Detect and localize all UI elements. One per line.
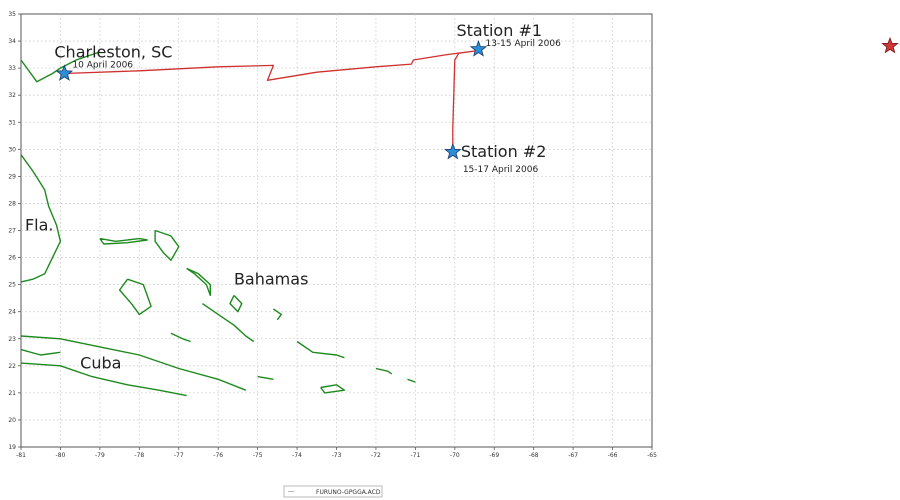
coastline (375, 367, 393, 375)
x-tick-label: -79 (95, 452, 105, 459)
station-name: Station #1 (456, 21, 542, 40)
y-tick-label: 29 (8, 173, 16, 180)
coastline (20, 335, 247, 391)
x-tick-label: -69 (489, 452, 499, 459)
x-tick-label: -67 (568, 452, 578, 459)
y-tick-label: 27 (8, 228, 16, 235)
cruise-track (64, 49, 480, 152)
legend-star-icon (881, 36, 899, 54)
y-tick-label: 33 (8, 65, 16, 72)
coastline (320, 384, 346, 394)
x-tick-label: -73 (332, 452, 342, 459)
coastlines (20, 51, 416, 397)
station-star-icon (55, 64, 74, 81)
coastline (202, 303, 255, 343)
y-tick-label: 22 (8, 363, 16, 370)
legend-label: FURUNO-GPGGA.ACD (316, 489, 381, 496)
region-label: Cuba (80, 354, 121, 373)
x-tick-label: -70 (450, 452, 460, 459)
coastline (170, 332, 191, 343)
y-tick-label: 28 (8, 200, 16, 207)
station-star-icon (469, 40, 488, 57)
y-tick-label: 32 (8, 92, 16, 99)
legend: FURUNO-GPGGA.ACD (283, 485, 383, 498)
x-tick-label: -77 (174, 452, 184, 459)
station-date: 13-15 April 2006 (485, 39, 561, 49)
coastline (407, 378, 416, 383)
y-tick-label: 20 (8, 417, 16, 424)
x-tick-label: -78 (134, 452, 144, 459)
x-tick-label: -80 (56, 452, 66, 459)
coastline (229, 294, 243, 313)
x-tick-label: -76 (213, 452, 223, 459)
station-date: 15-17 April 2006 (463, 165, 539, 175)
coastline (118, 278, 152, 316)
coastline (99, 237, 148, 245)
region-label: Fla. (25, 216, 54, 235)
y-tick-label: 23 (8, 336, 16, 343)
station-name: Station #2 (461, 142, 547, 161)
coastline (257, 375, 274, 380)
y-tick-label: 19 (8, 444, 16, 451)
x-tick-label: -71 (410, 452, 420, 459)
coastline (20, 154, 62, 283)
x-tick-label: -65 (647, 452, 657, 459)
coastline (154, 229, 180, 261)
coastline (20, 348, 61, 356)
y-axis-ticks: 19 20 21 22 23 24 25 26 27 28 29 30 31 32 33 34 35 (8, 11, 21, 451)
region-labels: Fla. Bahamas Cuba (25, 216, 308, 373)
y-tick-label: 21 (8, 390, 16, 397)
y-tick-label: 31 (8, 119, 16, 126)
x-axis-ticks: -81 -80 -79 -78 -77 -76 -75 -74 -73 -72 -71 -70 -69 -… (16, 447, 657, 459)
coastline (296, 340, 345, 359)
coastline (186, 267, 211, 297)
x-tick-label: -66 (608, 452, 618, 459)
y-tick-label: 25 (8, 282, 16, 289)
station-date: 10 April 2006 (72, 61, 133, 71)
y-tick-label: 34 (8, 38, 16, 45)
x-tick-label: -72 (371, 452, 381, 459)
station-name: Charleston, SC (54, 43, 172, 62)
x-tick-label: -68 (529, 452, 539, 459)
y-tick-label: 35 (8, 11, 16, 18)
x-tick-label: -75 (253, 452, 263, 459)
x-tick-label: -81 (16, 452, 26, 459)
legend-star-shape (881, 36, 899, 54)
legend-box (283, 485, 383, 498)
x-tick-label: -74 (292, 452, 302, 459)
grid (21, 14, 652, 447)
region-label: Bahamas (234, 270, 308, 289)
y-tick-label: 30 (8, 146, 16, 153)
y-tick-label: 24 (8, 309, 16, 316)
station-star-icon (444, 142, 462, 160)
y-tick-label: 26 (8, 255, 16, 262)
coastline (20, 362, 187, 397)
coastline (273, 308, 282, 321)
